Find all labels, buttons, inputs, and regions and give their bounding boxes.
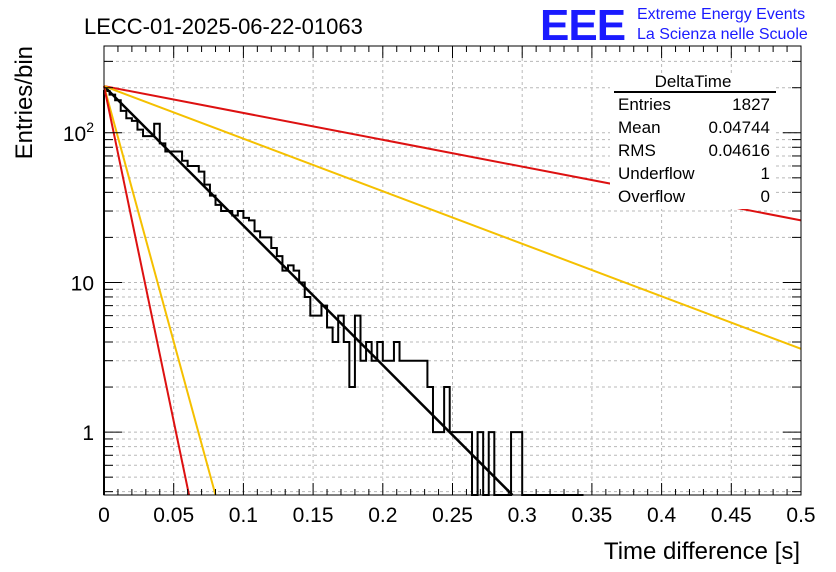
x-tick-label-0: 0 [98, 504, 110, 527]
stats-name: DeltaTime [655, 72, 732, 91]
x-tick-label-6: 0.3 [508, 504, 537, 527]
x-tick-label-7: 0.35 [571, 504, 612, 527]
logo-line-2: La Scienza nelle Scuole [637, 26, 808, 43]
x-tick-label-10: 0.5 [786, 504, 815, 527]
stats-label-rms: RMS [618, 141, 656, 160]
stats-label-entries: Entries [618, 95, 671, 114]
stats-value-entries: 1827 [732, 95, 770, 114]
y-tick-label-0: 1 [82, 422, 94, 445]
stats-rows: Entries 1827 Mean 0.04744 RMS 0.04616 Underflo… [618, 95, 770, 206]
x-tick-label-1: 0.05 [153, 504, 194, 527]
x-tick-label-3: 0.15 [293, 504, 334, 527]
y-axis-title: Entries/bin [11, 46, 38, 159]
eee-logo: EEE [540, 1, 625, 50]
x-tick-label-2: 0.1 [229, 504, 258, 527]
fit-lines [103, 85, 802, 496]
stats-box: DeltaTime Entries 1827 Mean 0.04744 RMS 0.046… [610, 72, 776, 209]
stats-label-mean: Mean [618, 118, 661, 137]
stats-box-background [610, 74, 776, 209]
histogram [103, 90, 584, 496]
axis-ticks [103, 46, 802, 495]
x-tick-labels: 0 0.05 0.1 0.15 0.2 0.25 0.3 0.35 0.4 0.45 0.5 [98, 504, 815, 527]
stats-label-underflow: Underflow [618, 164, 695, 183]
stats-value-rms: 0.04616 [709, 141, 770, 160]
line-black-fit [103, 85, 514, 496]
chart-title: LECC-01-2025-06-22-01063 [84, 14, 363, 39]
line-orange-upper [103, 85, 802, 350]
x-tick-label-9: 0.45 [711, 504, 752, 527]
x-tick-label-5: 0.25 [432, 504, 473, 527]
stats-label-overflow: Overflow [618, 187, 686, 206]
stats-value-overflow: 0 [761, 187, 770, 206]
x-tick-label-4: 0.2 [368, 504, 397, 527]
logo-line-1: Extreme Energy Events [637, 6, 805, 23]
y-tick-labels: 1 10 102 [63, 119, 94, 445]
line-red-lower [103, 85, 191, 496]
y-tick-label-1: 10 [71, 272, 94, 295]
x-axis-title: Time difference [s] [604, 538, 800, 565]
histogram-outline [103, 90, 584, 496]
stats-value-underflow: 1 [761, 164, 770, 183]
stats-value-mean: 0.04744 [709, 118, 770, 137]
line-orange-lower [103, 85, 217, 496]
x-tick-label-8: 0.4 [647, 504, 677, 527]
y-tick-label-2: 102 [63, 119, 94, 146]
